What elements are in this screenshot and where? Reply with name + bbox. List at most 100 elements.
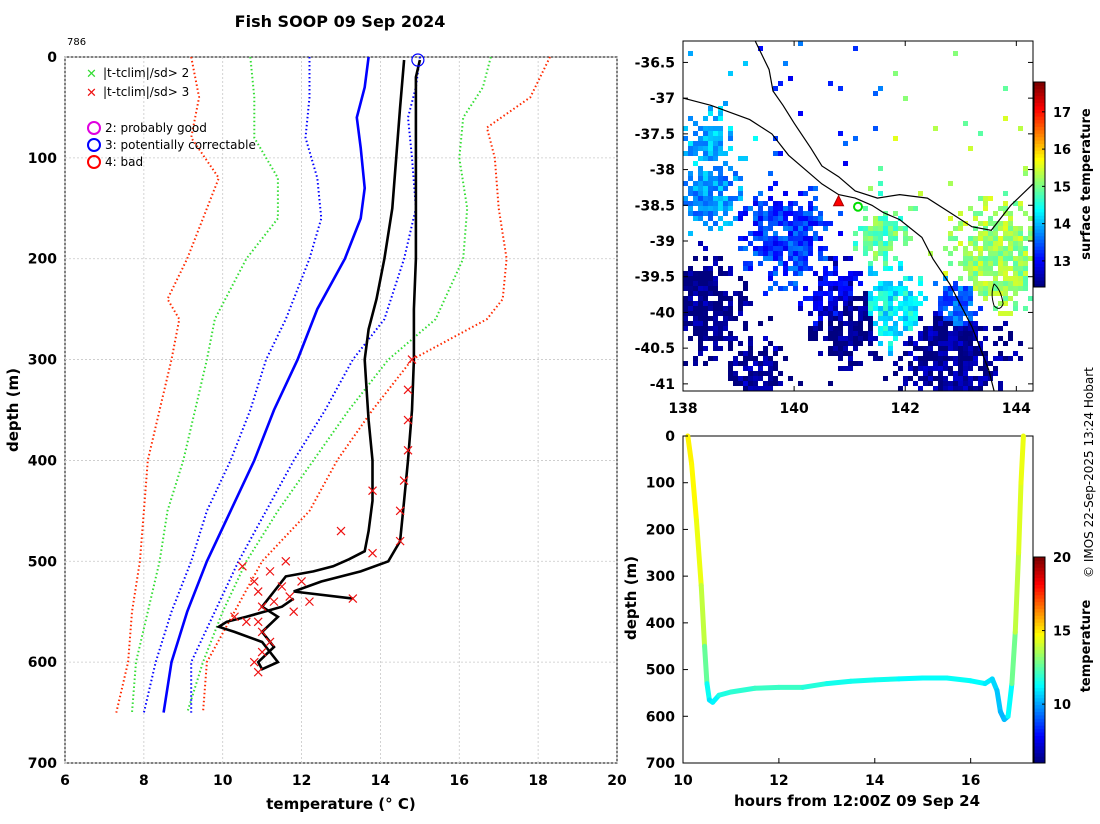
sst-pixel [863, 241, 868, 246]
sst-pixel [1023, 266, 1028, 271]
sst-pixel [843, 296, 848, 301]
y-tick-label: 500 [28, 554, 57, 570]
sst-pixel [1028, 256, 1033, 261]
colorbar-segment [1034, 622, 1045, 627]
sst-pixel [693, 186, 698, 191]
sst-pixel [928, 366, 933, 371]
sst-pixel [713, 331, 718, 336]
sst-pixel [1008, 356, 1013, 361]
sst-pixel [843, 366, 848, 371]
sst-pixel [788, 221, 793, 226]
sst-pixel [983, 281, 988, 286]
colorbar-segment [1034, 649, 1045, 654]
colorbar-segment [1034, 660, 1045, 664]
sst-pixel [703, 156, 708, 161]
sst-pixel [688, 296, 693, 301]
sst-pixel [948, 216, 953, 221]
sst-pixel [953, 376, 958, 381]
sst-pixel [968, 326, 973, 331]
sst-pixel [888, 226, 893, 231]
sst-pixel [1008, 256, 1013, 261]
sst-pixel [738, 361, 743, 366]
sst-pixel [948, 381, 953, 386]
profile-plot-grid [64, 56, 618, 764]
sst-pixel [733, 291, 738, 296]
colorbar-segment [1034, 587, 1045, 592]
sst-pixel [698, 341, 703, 346]
flag-marker [269, 597, 279, 607]
colorbar-segment [1034, 608, 1045, 613]
sst-pixel [943, 336, 948, 341]
sst-pixel [703, 306, 708, 311]
legend-x-red-icon: ✕ [86, 86, 97, 101]
y-tick-label: 200 [28, 252, 57, 268]
sst-pixel [703, 201, 708, 206]
sst-pixel [768, 246, 773, 251]
sst-pixel [818, 281, 823, 286]
sst-pixel [693, 281, 698, 286]
sst-pixel [868, 266, 873, 271]
colorbar-segment [1034, 133, 1045, 138]
colorbar-segment [1034, 570, 1045, 575]
sst-pixel [848, 341, 853, 346]
colorbar-segment [1034, 642, 1045, 647]
sst-pixel [923, 326, 928, 331]
sst-pixel [893, 331, 898, 336]
sst-pixel [698, 176, 703, 181]
sst-pixel [958, 346, 963, 351]
sst-pixel [948, 286, 953, 291]
sst-pixel [983, 376, 988, 381]
sst-pixel [838, 321, 843, 326]
colorbar-segment [1034, 123, 1045, 127]
legend-flag-red: |t-tclim|/sd> 3 [103, 85, 189, 99]
sst-pixel [818, 291, 823, 296]
sst-pixel [793, 286, 798, 291]
sst-pixel [763, 256, 768, 261]
sst-pixel [978, 281, 983, 286]
sst-pixel [1023, 261, 1028, 266]
sst-pixel [803, 246, 808, 251]
sst-pixel [708, 111, 713, 116]
sst-pixel [718, 206, 723, 211]
sst-pixel [768, 376, 773, 381]
sst-pixel [818, 321, 823, 326]
sst-pixel [893, 236, 898, 241]
sst-pixel [968, 296, 973, 301]
sst-pixel [698, 211, 703, 216]
sst-pixel [713, 186, 718, 191]
sst-pixel [728, 146, 733, 151]
sst-pixel [893, 306, 898, 311]
flag-marker [257, 627, 267, 637]
sst-pixel [748, 336, 753, 341]
sst-pixel [708, 131, 713, 136]
sst-pixel [1003, 256, 1008, 261]
sst-pixel [683, 296, 688, 301]
sst-pixel [783, 211, 788, 216]
sst-pixel [733, 216, 738, 221]
sst-pixel [693, 121, 698, 126]
flag-marker [238, 561, 247, 571]
sst-pixel [778, 246, 783, 251]
sst-pixel [713, 166, 718, 171]
sst-pixel [783, 221, 788, 226]
sst-pixel [938, 306, 943, 311]
sst-pixel [823, 226, 828, 231]
sst-pixel [848, 316, 853, 321]
sst-pixel [753, 196, 758, 201]
sst-pixel [918, 331, 923, 336]
sst-pixel [973, 271, 978, 276]
sst-pixel [978, 306, 983, 311]
sst-pixel [813, 306, 818, 311]
sst-pixel [728, 371, 733, 376]
sst-pixel [858, 306, 863, 311]
sst-pixel [1008, 226, 1013, 231]
sst-pixel [898, 226, 903, 231]
sst-pixel [993, 341, 998, 346]
colorbar-segment [1034, 584, 1045, 589]
sst-pixel [843, 286, 848, 291]
sst-pixel [893, 291, 898, 296]
sst-pixel [938, 316, 943, 321]
sst-pixel [753, 361, 758, 366]
y-tick-label: -36.5 [635, 55, 675, 71]
